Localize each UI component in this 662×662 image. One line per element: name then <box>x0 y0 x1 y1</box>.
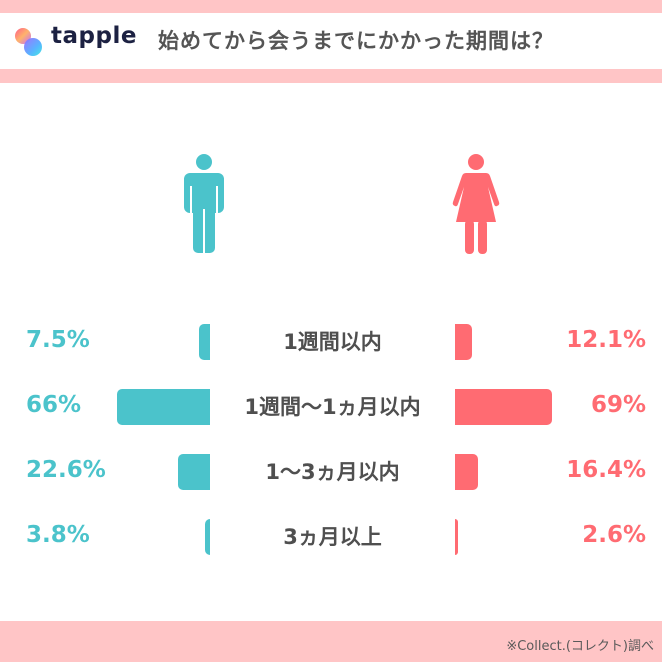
female-value: 69% <box>590 392 646 418</box>
category-label: 1週間〜1ヵ月以内 <box>244 395 421 419</box>
male-bar <box>199 324 210 360</box>
male-value: 66% <box>26 392 82 418</box>
male-value: 7.5% <box>26 327 90 353</box>
female-bar <box>455 454 478 490</box>
brand-name: tapple <box>51 23 137 49</box>
male-bar <box>205 519 210 555</box>
male-bar <box>178 454 210 490</box>
male-value: 22.6% <box>26 457 106 483</box>
chart-row: 3.8% 3ヵ月以上 2.6% <box>0 516 662 556</box>
category-label: 1〜3ヵ月以内 <box>265 460 400 484</box>
female-figure-icon <box>452 154 500 254</box>
female-bar <box>455 389 552 425</box>
male-value: 3.8% <box>26 522 90 548</box>
top-band <box>0 0 662 13</box>
female-value: 12.1% <box>566 327 646 353</box>
footer: ※Collect.(コレクト)調べ <box>0 621 662 662</box>
chart-row: 66% 1週間〜1ヵ月以内 69% <box>0 386 662 426</box>
chart-row: 22.6% 1〜3ヵ月以内 16.4% <box>0 451 662 491</box>
female-bar <box>455 324 472 360</box>
tapple-logo-icon <box>15 28 42 56</box>
female-value: 2.6% <box>582 522 646 548</box>
header: tapple 始めてから会うまでにかかった期間は？ <box>0 13 662 69</box>
header-band <box>0 69 662 83</box>
female-bar <box>455 519 458 555</box>
category-label: 3ヵ月以上 <box>283 525 382 549</box>
female-value: 16.4% <box>566 457 646 483</box>
category-label: 1週間以内 <box>283 330 382 354</box>
chart-row: 7.5% 1週間以内 12.1% <box>0 321 662 361</box>
source-note: ※Collect.(コレクト)調べ <box>506 639 654 654</box>
male-bar <box>117 389 210 425</box>
chart-title: 始めてから会うまでにかかった期間は？ <box>158 29 554 53</box>
male-figure-icon <box>184 154 224 253</box>
